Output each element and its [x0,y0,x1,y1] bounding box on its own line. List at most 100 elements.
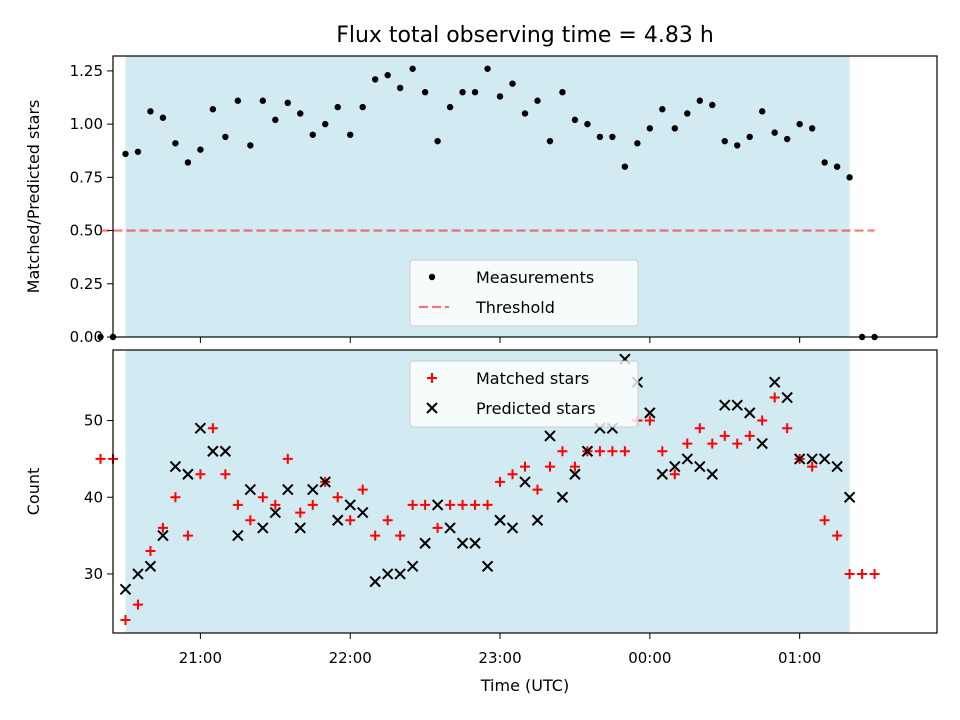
predicted-star-point [219,445,232,457]
predicted-star-point [307,483,319,496]
legend-label: Threshold [475,298,555,317]
axes-frame [112,349,938,634]
matched-star-point [769,392,780,403]
matched-star-point [270,499,281,510]
matched-star-point [407,499,418,510]
predicted-star-point [344,499,356,511]
matched-star-point [170,492,181,503]
measurement-point [696,97,703,104]
measurement-point [147,108,154,115]
x-tick-label: 21:00 [179,649,222,667]
chart-title: Flux total observing time = 4.83 h [336,23,714,48]
matched-star-point [332,492,343,503]
predicted-star-point [706,468,718,480]
predicted-star-point [144,560,157,572]
legend-box [409,259,639,327]
matched-star-point [607,446,618,457]
predicted-star-point [169,460,182,473]
measurement-point [721,137,728,145]
predicted-star-point [132,568,144,580]
measurement-point [347,131,354,138]
matched-star-point [619,446,630,457]
predicted-star-point [531,514,544,526]
predicted-star-point [207,445,219,457]
matched-star-point [282,453,293,464]
matched-star-point [220,469,231,480]
measurement-point [197,146,204,153]
matched-star-point [520,461,530,472]
measurement-point [134,148,142,155]
measurement-point [334,103,341,111]
matched-star-point [694,423,705,434]
predicted-star-point [843,491,856,503]
predicted-star-point [481,560,494,572]
matched-star-point [507,469,518,480]
y-tick-label: 0.25 [70,275,103,293]
measurement-point [783,135,791,143]
predicted-star-point [831,460,843,473]
matched-star-point [732,438,743,449]
predicted-star-point [519,476,531,488]
y-tick-label: 30 [84,565,103,583]
measurement-point [584,120,591,128]
predicted-star-point [294,522,306,534]
matched-star-point [495,476,506,487]
matched-star-point [120,614,131,625]
matched-star-point [470,499,481,510]
predicted-star-point [394,568,406,580]
measurement-point [184,159,192,166]
measurement-point [384,71,391,79]
axes-frame [112,55,938,338]
predicted-star-point [818,453,831,465]
predicted-star-point [781,391,793,404]
y-tick-label: 0.75 [70,168,103,186]
matched-star-point [782,423,793,434]
measurement-point [771,129,778,136]
measurement-point [159,114,167,121]
measurement-point [272,116,279,124]
measurement-point [396,84,404,92]
measurement-point [209,106,217,113]
measurement-point [734,142,741,149]
matched-star-point [682,438,693,449]
measurement-point [846,174,853,181]
legend-label: Matched stars [476,369,589,388]
measurement-point [371,76,379,83]
predicted-star-point [681,453,694,465]
matched-star-point [95,453,106,464]
matched-star-point [382,515,393,526]
measurement-point [833,163,841,170]
matched-star-point [744,430,755,441]
measurement-point [671,125,679,132]
measurement-point [97,333,104,341]
predicted-star-point [356,506,369,519]
predicted-star-point [406,560,419,572]
matched-star-point [569,461,580,472]
measurement-point [796,120,803,128]
ratio-panel: 0.00 0.25 0.50 0.75 1.00 1.25 Matched/Predicte… [24,55,938,346]
predicted-star-point [569,468,581,480]
matched-star-point [857,568,868,579]
measurement-point [646,125,654,132]
predicted-star-point [719,399,731,411]
predicted-star-point [244,483,257,496]
predicted-star-point [494,514,506,526]
matched-star-point [482,499,493,510]
predicted-star-point [257,522,269,534]
measurement-point [559,88,566,96]
measurement-point [434,137,441,145]
measurement-point [409,65,416,72]
predicted-star-point [232,529,244,542]
matched-star-point [420,499,431,510]
matched-star-point [195,469,206,480]
predicted-star-point [369,575,381,588]
x-tick-label: 22:00 [329,649,372,667]
matched-star-point [844,568,855,579]
matched-star-point [182,530,193,541]
measurement-point [534,97,541,104]
measurement-point [709,101,716,109]
legend-box [409,360,639,428]
measurement-point [496,93,504,100]
measurement-point [609,133,616,141]
